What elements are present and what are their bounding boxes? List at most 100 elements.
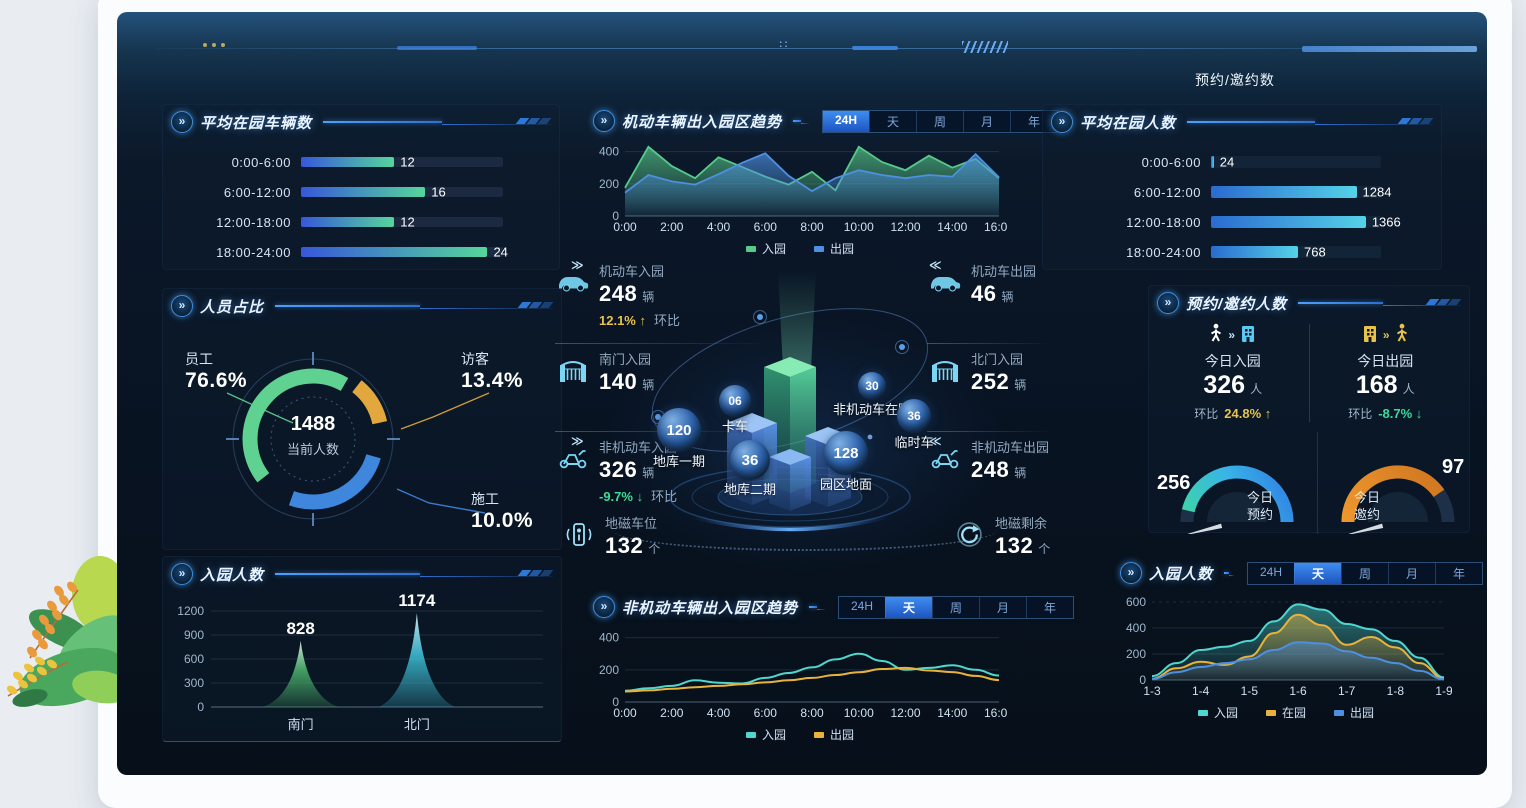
svg-text:12:00: 12:00: [890, 220, 920, 234]
stat-unit: 辆: [642, 466, 655, 480]
center-stat-非机动车入园: ≫ 非机动车入园 326 辆 -9.7% ↓ 环比: [555, 434, 677, 505]
tab-年[interactable]: 年: [1435, 562, 1482, 584]
tab-月[interactable]: 月: [1388, 562, 1435, 584]
tab-年[interactable]: 年: [1010, 110, 1057, 132]
center-stat-北门入园: 北门入园 252 辆: [927, 349, 1026, 395]
panel-title: 入园人数: [200, 566, 265, 584]
tab-天[interactable]: 天: [869, 110, 916, 132]
panel-arrow-icon: »: [1051, 111, 1073, 133]
tab-24H[interactable]: 24H: [1260, 564, 1283, 579]
card-label: 今日出园: [1357, 353, 1414, 369]
hbar-value: 1366: [1371, 214, 1401, 230]
center-stat-南门入园: 南门入园 140 辆: [555, 349, 654, 395]
tab-月[interactable]: 月: [963, 110, 1010, 132]
tab-24H[interactable]: 24H: [823, 110, 870, 132]
person-icon: [1395, 323, 1409, 348]
svg-text:1200: 1200: [177, 604, 204, 618]
svg-text:1174: 1174: [398, 591, 435, 610]
nonmotor-trend-tabs: 24H 天周月年: [838, 595, 1075, 619]
hbar-fill: [1211, 156, 1214, 168]
header-line-decoration: [1298, 297, 1462, 309]
panel-title: 人员占比: [200, 298, 265, 316]
stat-unit: 个: [648, 542, 661, 556]
hbar-track: 24: [1211, 154, 1381, 170]
hbar-label: 18:00-24:00: [1126, 244, 1201, 260]
header-line-decoration: [275, 568, 554, 580]
tab-24H[interactable]: 24H: [851, 598, 874, 613]
svg-text:0:00: 0:00: [613, 706, 637, 720]
card-ratio: 环比 24.8% ↑: [1194, 406, 1272, 421]
panel-arrow-icon: »: [593, 110, 615, 132]
reservation-cards: » 今日入园 326 人 环比 24.8% ↑ » 今日出园 168 人 环比 -8.7%…: [1157, 316, 1461, 422]
scooter-icon: ≫: [555, 434, 591, 505]
tab-周[interactable]: 周: [916, 110, 963, 132]
donut-chart: [226, 352, 490, 526]
hbar-track: 12: [301, 155, 503, 170]
tab-天[interactable]: 天: [1294, 562, 1342, 584]
legend-item: 入园: [745, 240, 786, 257]
tab-周[interactable]: 周: [932, 596, 979, 618]
arrows-in-icon: ≫: [571, 434, 584, 448]
svg-text:828: 828: [286, 619, 314, 638]
scooter-icon: ≪: [927, 434, 963, 483]
svg-text:12:00: 12:00: [890, 706, 920, 720]
donut-center: 1488 当前人数: [253, 413, 373, 458]
gauge-value: 256: [1157, 472, 1191, 494]
hbar-track: 12: [301, 215, 503, 230]
hbar-label: 6:00-12:00: [223, 184, 291, 200]
hbar-fill: [1211, 246, 1299, 258]
tab-周[interactable]: 周: [1341, 562, 1388, 584]
stat-divider: [927, 431, 1053, 432]
gate-icon: [555, 357, 591, 395]
current-people-label: 当前人数: [286, 442, 339, 457]
current-people-count: 1488: [290, 413, 336, 435]
header-line-decoration: [1187, 116, 1434, 128]
entries-trend-legend: 入园 在园 出园: [1120, 704, 1452, 721]
car-icon: ≫: [555, 258, 591, 329]
card-ratio: 环比 -8.7% ↓: [1348, 406, 1423, 421]
top-hatch-decoration: [962, 41, 1008, 53]
legend-item: 入园: [1197, 704, 1238, 721]
tab-月[interactable]: 月: [979, 596, 1026, 618]
panel-title: 非机动车辆出入园区趋势: [622, 599, 799, 617]
svg-text:6:00: 6:00: [754, 706, 778, 720]
hbar-fill: [301, 157, 395, 167]
svg-text:400: 400: [599, 145, 619, 159]
hbar-row: 18:00-24:00 24: [171, 237, 551, 267]
legend-swatch: [1265, 710, 1276, 716]
stat-divider: [555, 343, 770, 344]
gauge-chart: [1180, 465, 1294, 537]
hbar-track: 1284: [1211, 185, 1391, 200]
stat-value: 248: [599, 281, 638, 306]
hbar-fill: [301, 247, 488, 257]
hbar-value: 24: [1219, 154, 1235, 170]
reservation-card-今日出园: » 今日出园 168 人 环比 -8.7% ↓: [1308, 323, 1462, 422]
hbar-fill: [301, 217, 395, 227]
legend-swatch: [745, 246, 756, 252]
stat-unit: 辆: [1001, 290, 1014, 304]
tab-年[interactable]: 年: [1026, 596, 1073, 618]
panel-arrow-icon: »: [1157, 292, 1179, 314]
arrows-out-icon: ≪: [929, 434, 942, 448]
svg-text:16:00: 16:00: [984, 706, 1007, 720]
hbar-row: 0:00-6:00 12: [171, 147, 551, 177]
car-icon: ≪: [927, 258, 963, 307]
chevrons-icon: »: [1382, 328, 1390, 342]
stat-value: 252: [971, 369, 1010, 394]
gauge-今日预约: 256 今日预约: [1157, 432, 1317, 537]
bubble-label: 卡车: [721, 419, 749, 434]
tab-天[interactable]: 天: [885, 596, 933, 618]
gauge-value: 97: [1442, 456, 1465, 478]
hbar-value: 24: [493, 244, 508, 260]
hbar-value: 16: [431, 184, 446, 200]
svg-text:1-6: 1-6: [1289, 684, 1307, 698]
avg-people-bars: 0:00-6:00 24 6:00-12:00 1284 12:00-18:00 1366…: [1051, 135, 1433, 267]
svg-text:14:00: 14:00: [937, 220, 967, 234]
panel-header: » 平均在园人数: [1051, 109, 1434, 135]
gauge-label: 今日预约: [1246, 490, 1273, 522]
svg-text:2:00: 2:00: [660, 706, 684, 720]
svg-text:200: 200: [599, 177, 619, 191]
panel-header: » 入园人数 24H 天周月年: [1120, 560, 1484, 586]
stat-value: 132: [995, 533, 1034, 558]
gate-icon: [927, 357, 963, 395]
